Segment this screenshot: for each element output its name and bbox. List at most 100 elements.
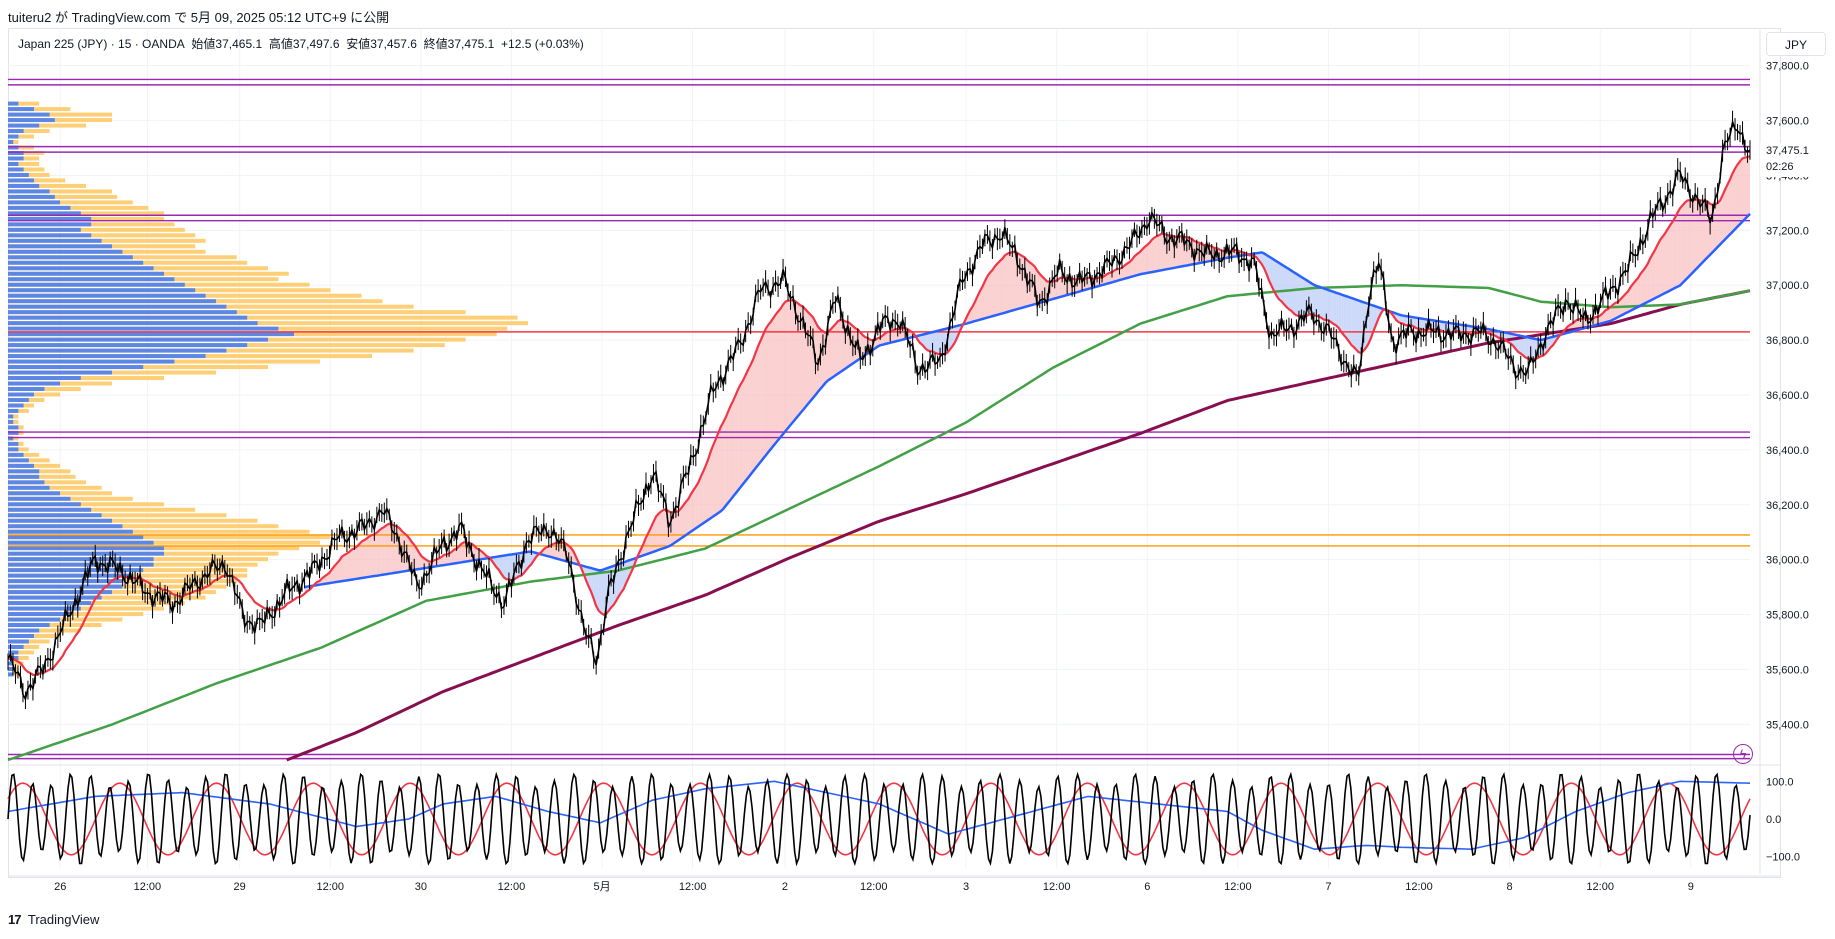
oscillator-slow-line [7,782,1751,856]
volume-profile-down-bar [8,524,123,529]
cloud-up-segment [690,490,694,532]
cloud-up-segment [992,266,995,317]
cloud-down-segment [1440,321,1444,332]
cloud-up-segment [561,542,564,561]
cloud-up-segment [840,319,843,372]
cloud-up-segment [1635,278,1638,309]
cloud-up-segment [999,258,1003,315]
cloud-up-segment [476,548,480,560]
cloud-down-segment [1341,294,1344,336]
legend-low-label: 安値 [346,37,371,51]
cloud-up-segment [356,543,360,579]
cloud-up-segment [1662,232,1666,295]
cloud-down-segment [596,569,599,611]
volume-profile-up-bar [8,178,66,183]
cloud-up-segment [451,549,455,564]
currency-selector[interactable]: JPY [1766,32,1826,56]
volume-profile-down-bar [8,277,175,282]
cloud-up-segment [1052,280,1055,300]
cloud-up-segment [1607,306,1611,322]
cloud-down-segment [1271,258,1275,292]
cloud-up-segment [650,521,654,553]
volume-profile-down-bar [8,480,45,485]
cloud-up-segment [1014,251,1018,310]
cloud-down-segment [603,568,607,615]
cloud-up-segment [708,451,711,520]
cloud-up-segment [336,560,340,582]
cloud-up-segment [1062,277,1065,297]
cloud-up-segment [1695,199,1698,271]
price-axis-label: 35,800.0 [1766,610,1809,622]
horizontal-levels [8,78,1750,760]
legend-symbol[interactable]: Japan 225 (JPY) · 15 · OANDA [18,37,185,51]
time-axis-label: 12:00 [1405,881,1433,893]
volume-profile-down-bar [8,189,50,194]
cloud-up-segment [1692,199,1696,273]
cloud-up-segment [1605,309,1608,323]
volume-profile-up-bar [8,200,133,205]
price-axis-label: 35,600.0 [1766,664,1809,676]
publish-header: tuiteru2 が TradingView.com で 5月 09, 2025… [0,0,1835,28]
tradingview-logo: 17 [8,912,22,927]
lightning-icon[interactable]: ϟ [1733,744,1753,764]
volume-profile-down-bar [8,606,81,611]
cloud-up-segment [1720,195,1723,245]
cloud-down-segment [950,327,953,350]
price-axis-label: 37,000.0 [1766,280,1809,292]
volume-profile-down-bar [8,419,14,424]
cloud-up-segment [775,311,779,444]
volume-profile-down-bar [8,513,102,518]
cloud-up-segment [1121,265,1125,280]
volume-profile-down-bar [8,359,175,364]
cloud-up-segment [890,330,893,343]
volume-profile-down-bar [8,326,279,331]
ma-slow-line [7,283,1751,762]
cloud-up-segment [364,538,367,578]
volume-profile-up-bar [8,129,50,134]
time-axis-label: 6 [1144,881,1150,893]
cloud-down-segment [618,563,622,597]
volume-profile-down-bar [8,540,154,545]
volume-profile-down-bar [8,145,19,150]
cloud-up-segment [349,549,352,580]
cloud-up-segment [386,523,390,575]
cloud-down-segment [1321,287,1324,320]
cloud-up-segment [655,513,659,551]
volume-profile-down-bar [8,452,24,457]
cloud-up-segment [648,527,651,554]
volume-profile-down-bar [8,315,248,320]
cloud-up-segment [411,541,415,571]
cloud-up-segment [788,300,791,429]
cloud-up-segment [389,523,392,574]
cloud-down-segment [503,555,507,580]
volume-profile-down-bar [8,211,81,216]
cloud-up-segment [830,326,833,379]
cloud-up-segment [1742,157,1746,222]
price-axis-label: 36,200.0 [1766,500,1809,512]
cloud-up-segment [1139,249,1142,275]
legend-high-label: 高値 [268,37,293,51]
volume-profile-down-bar [8,617,60,622]
cloud-down-segment [1283,265,1287,308]
gridlines [8,30,1750,868]
volume-profile-down-bar [8,156,24,161]
volume-profile-up-bar [8,535,331,540]
cloud-up-segment [1176,236,1180,268]
cloud-down-segment [1296,273,1299,316]
cloud-up-segment [1672,217,1676,290]
volume-profile-down-bar [8,244,112,249]
time-axis-label: 2 [782,881,788,893]
cloud-up-segment [758,340,761,466]
volume-profile-down-bar [8,140,14,145]
oscillator-axis-label: 100.0 [1766,776,1794,788]
cloud-down-segment [1313,284,1317,316]
chart-legend: Japan 225 (JPY) · 15 · OANDA 始値37,465.1 … [18,35,584,52]
cloud-up-segment [1057,278,1060,298]
volume-profile-up-bar [8,628,81,633]
legend-change: +12.5 (+0.03%) [501,37,584,51]
price-axis-label: 36,000.0 [1766,555,1809,567]
volume-profile-down-bar [8,408,19,413]
volume-profile-up-bar [8,513,227,518]
cloud-up-segment [1677,207,1681,287]
